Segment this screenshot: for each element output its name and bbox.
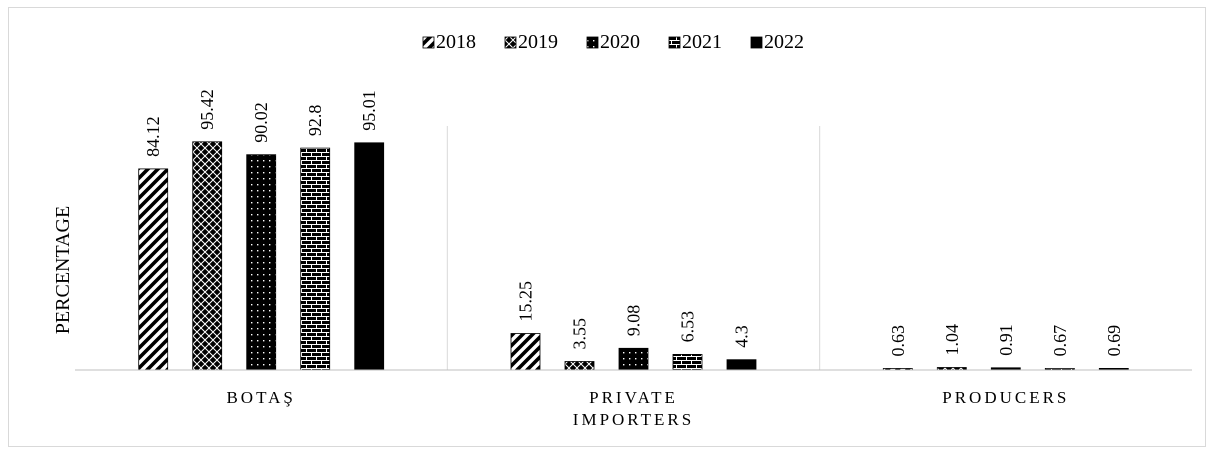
- data-label: 6.53: [678, 311, 698, 343]
- bar-2022-1: [726, 359, 757, 371]
- data-label: 90.02: [251, 102, 271, 143]
- legend-label: 2021: [682, 31, 722, 53]
- bar-2018-1: [510, 333, 541, 371]
- data-label: 92.8: [305, 105, 325, 137]
- value-labels: 84.12 95.42 90.02 92.8 95.01 15.25 3.55 9.08 6.5…: [143, 89, 1124, 356]
- data-label: 0.67: [1050, 325, 1070, 357]
- bar-2019-1: [564, 361, 595, 371]
- bar-chart: 2018 2019 2020 2021 2022 PERCENTAGE 84.12 95.…: [52, 31, 1192, 429]
- category-label: IMPORTERS: [573, 410, 694, 429]
- bar-2021-1: [672, 353, 703, 371]
- data-label: 84.12: [143, 116, 163, 157]
- data-label: 1.04: [942, 324, 962, 356]
- legend-label: 2022: [764, 31, 804, 53]
- category-separators: [446, 126, 821, 370]
- legend-swatch: [668, 36, 681, 49]
- legend-label: 2020: [600, 31, 640, 53]
- category-label: PRODUCERS: [942, 388, 1069, 407]
- data-label: 3.55: [570, 318, 590, 350]
- legend-label: 2018: [436, 31, 476, 53]
- data-label: 95.01: [359, 90, 379, 131]
- legend-label: 2019: [518, 31, 558, 53]
- bar-2021-0: [300, 147, 331, 371]
- data-label: 95.42: [197, 89, 217, 130]
- data-label: 0.69: [1104, 325, 1124, 357]
- legend-swatch: [586, 36, 599, 49]
- data-label: 4.3: [732, 325, 752, 348]
- bars: [138, 141, 1129, 371]
- bar-2018-0: [138, 168, 169, 371]
- category-label: BOTAŞ: [226, 388, 295, 407]
- bar-2019-0: [192, 141, 223, 371]
- data-label: 0.63: [888, 325, 908, 357]
- data-label: 9.08: [624, 305, 644, 337]
- data-label: 15.25: [516, 281, 536, 322]
- category-label: PRIVATE: [589, 388, 678, 407]
- legend-swatch: [504, 36, 517, 49]
- legend-swatch: [750, 36, 763, 49]
- bar-2022-0: [354, 142, 385, 371]
- bar-2020-0: [246, 154, 277, 371]
- chart-area: 2018 2019 2020 2021 2022 PERCENTAGE 84.12 95.…: [8, 7, 1206, 447]
- category-labels: BOTAŞ PRIVATE IMPORTERS PRODUCERS: [226, 388, 1069, 429]
- legend-swatch: [422, 36, 435, 49]
- legend: 2018 2019 2020 2021 2022: [422, 31, 804, 53]
- bar-2020-1: [618, 347, 649, 371]
- data-label: 0.91: [996, 324, 1016, 356]
- y-axis-label: PERCENTAGE: [52, 206, 74, 334]
